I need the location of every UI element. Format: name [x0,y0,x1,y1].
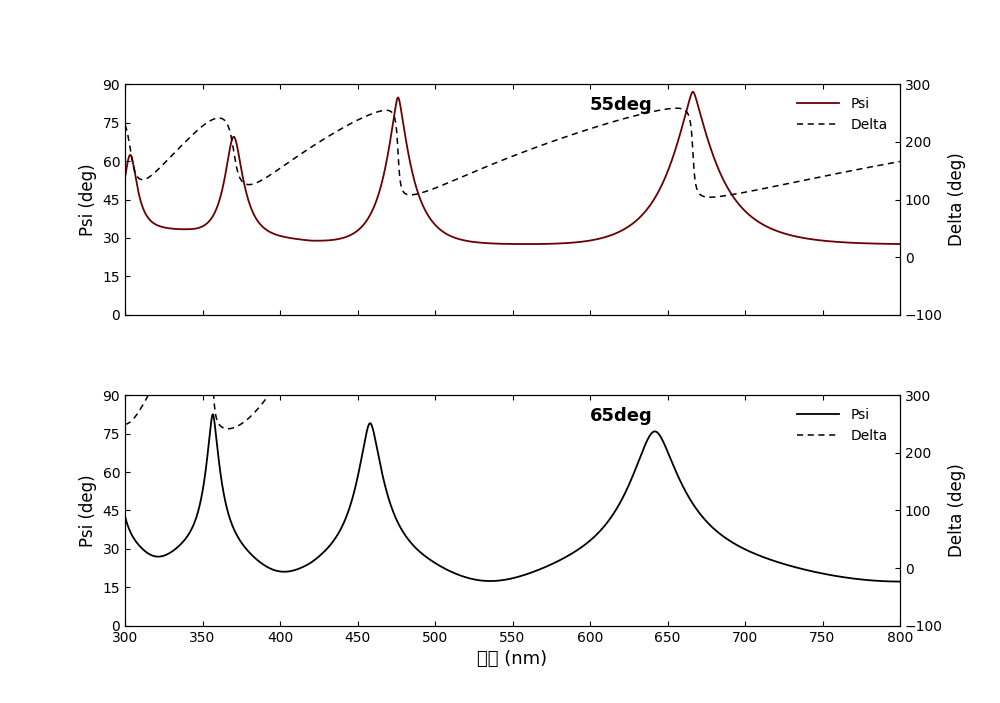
Line: Delta: Delta [125,0,900,429]
Psi [208,412,220,420]
Text: 65deg: 65deg [590,407,653,425]
Psi [119,174,131,182]
Delta [222,425,234,433]
Line: Psi: Psi [125,92,900,244]
Delta [253,177,265,186]
Delta [416,188,428,197]
Delta [796,176,808,185]
Psi [879,240,891,248]
Y-axis label: Delta (deg): Delta (deg) [948,463,966,557]
Delta [670,104,682,112]
Delta [207,387,219,395]
Psi [796,233,808,242]
Delta [119,420,131,428]
Psi [520,240,532,248]
Psi [450,234,462,243]
Delta [119,120,131,129]
Psi [894,577,906,586]
Psi [796,565,808,573]
Delta [254,403,266,411]
Psi [253,219,265,228]
Psi [687,88,699,96]
Y-axis label: Psi (deg): Psi (deg) [79,163,97,236]
Delta [894,157,906,166]
Psi [207,211,219,219]
Text: 55deg: 55deg [590,96,653,114]
Delta [450,175,462,183]
Psi [254,557,266,566]
Delta [450,197,462,205]
Psi [894,240,906,248]
Y-axis label: Delta (deg): Delta (deg) [948,153,966,247]
Line: Delta: Delta [125,108,900,198]
X-axis label: 波长 (nm): 波长 (nm) [477,650,548,668]
Psi [450,569,462,578]
Legend: Psi, Delta: Psi, Delta [792,402,893,449]
Psi [879,577,891,586]
Delta [207,115,219,124]
Psi [119,512,131,520]
Delta [796,0,808,6]
Delta [704,193,716,202]
Delta [416,217,428,225]
Psi [416,550,428,558]
Line: Psi: Psi [125,414,900,581]
Legend: Psi, Delta: Psi, Delta [792,91,893,137]
Psi [207,410,219,418]
Psi [416,200,428,208]
Y-axis label: Psi (deg): Psi (deg) [79,475,97,547]
Delta [879,160,891,169]
